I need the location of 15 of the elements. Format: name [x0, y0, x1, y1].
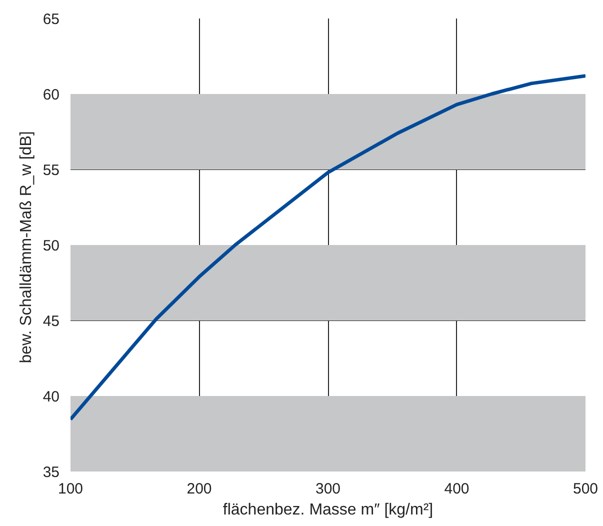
y-tick-label: 55	[42, 162, 60, 179]
x-tick-label: 500	[572, 480, 598, 498]
y-tick-label: 40	[42, 388, 60, 406]
y-tick-label: 50	[42, 238, 60, 254]
x-tick-label: 200	[186, 480, 212, 498]
x-axis-title: flächenbez. Masse m″ [kg/m²]	[222, 502, 434, 518]
x-tick-label: 400	[444, 480, 470, 498]
x-tick-label: 300	[315, 480, 341, 498]
y-tick-label: 35	[42, 464, 60, 481]
y-tick-label: 65	[42, 11, 60, 28]
y-tick-label: 60	[42, 86, 60, 104]
x-tick-label: 100	[58, 480, 84, 498]
y-tick-label: 45	[42, 313, 60, 330]
line-series	[70, 74, 586, 422]
y-axis-title: bew. Schalldämm-Maß R_w [dB]	[18, 131, 35, 364]
